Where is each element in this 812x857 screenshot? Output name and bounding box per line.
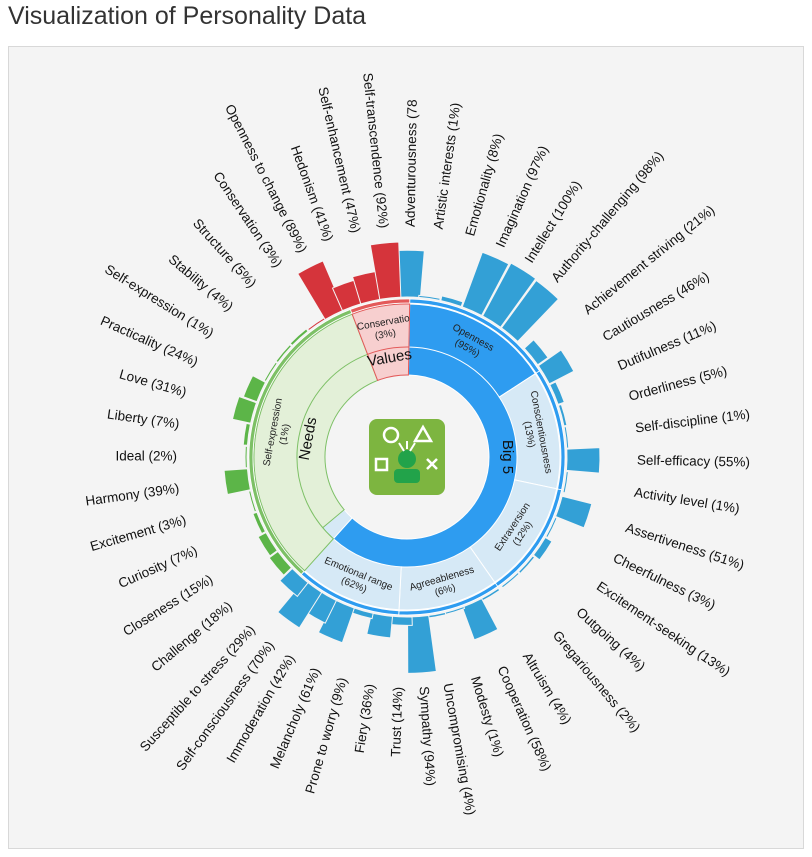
- facet-bar-36: [242, 422, 251, 446]
- facet-label-36: Liberty (7%): [106, 407, 180, 432]
- facet-bar-38: [242, 374, 267, 403]
- facet-label-12: Activity level (1%): [633, 485, 741, 516]
- badge-ray-icon-0: [398, 442, 405, 452]
- facet-bar-3: [461, 251, 510, 317]
- badge-cross-icon: [426, 458, 438, 470]
- facet-bar-32: [252, 511, 267, 535]
- facet-bar-41: [289, 328, 309, 347]
- facet-label-15: Excitement-seeking (13%): [594, 579, 733, 680]
- facet-bar-33: [248, 490, 258, 513]
- badge-ray-icon-1: [409, 442, 416, 452]
- center-badge: [327, 377, 487, 537]
- facet-bar-1: [418, 294, 441, 301]
- facet-label-46: Self-transcendence (92%): [360, 72, 391, 229]
- facet-bar-6: [523, 339, 549, 366]
- facet-bar-8: [549, 381, 565, 406]
- personality-sunburst-chart: Openness(95%)Conscientiousness(13%)Extra…: [84, 72, 751, 816]
- ring-segment-5: [253, 313, 369, 572]
- facet-bar-31: [257, 531, 278, 557]
- facet-bar-9: [557, 403, 568, 427]
- facet-bar-10: [563, 426, 570, 449]
- facet-bar-46: [369, 241, 402, 300]
- facet-bar-5: [500, 279, 560, 343]
- facet-bar-39: [263, 361, 278, 383]
- badge-triangle-icon: [412, 424, 434, 443]
- facet-label-22: Sympathy (94%): [416, 686, 438, 787]
- facet-bar-35: [244, 445, 248, 469]
- facet-bar-34: [223, 468, 251, 496]
- facet-bar-19: [461, 597, 499, 641]
- category-label-big-5: Big 5: [499, 440, 516, 474]
- facet-bar-30: [268, 550, 293, 576]
- badge-body-icon: [394, 469, 420, 483]
- facet-bar-23: [389, 615, 413, 626]
- facet-bar-7: [537, 349, 575, 385]
- facet-bar-13: [554, 495, 593, 529]
- facet-label-0: Adventurousness (78: [403, 99, 420, 227]
- facet-bar-40: [275, 343, 293, 364]
- facet-label-9: Orderliness (5%): [627, 363, 729, 404]
- facet-label-1: Artistic interests (1%): [431, 102, 464, 230]
- facet-label-10: Self-discipline (1%): [634, 407, 751, 436]
- facet-label-35: Ideal (2%): [115, 449, 177, 464]
- chart-panel: Openness(95%) Conscientiousness(13%) Extra…: [8, 46, 804, 849]
- category-rings: Openness(95%)Conscientiousness(13%)Extra…: [248, 298, 566, 616]
- ring-band-6: [349, 298, 411, 314]
- facet-label-21: Uncompromising (4%): [440, 682, 478, 816]
- facet-bar-29: [279, 567, 309, 598]
- facet-label-33: Excitement (3%): [88, 512, 187, 554]
- facet-label-11: Self-efficacy (55%): [637, 453, 750, 470]
- ring-segment-6: [351, 303, 411, 355]
- facet-label-34: Harmony (39%): [84, 481, 180, 509]
- facet-label-23: Trust (14%): [388, 687, 405, 757]
- facet-label-20: Modesty (1%): [468, 674, 507, 758]
- facet-bar-14: [545, 516, 558, 539]
- facet-bars: [223, 241, 601, 674]
- facet-bar-16: [517, 555, 536, 575]
- facet-bar-4: [481, 262, 537, 328]
- facet-bar-37: [231, 395, 258, 424]
- badge-head-icon: [398, 450, 416, 468]
- facet-bar-12: [562, 470, 569, 494]
- facet-bar-2: [440, 295, 464, 308]
- facet-bar-17: [500, 571, 520, 589]
- facet-bar-11: [565, 447, 601, 474]
- facet-label-2: Emotionality (8%): [462, 132, 506, 238]
- badge-square-icon: [374, 457, 389, 472]
- page-title: Visualization of Personality Data: [8, 2, 367, 30]
- facet-label-24: Fiery (36%): [352, 683, 378, 754]
- facet-label-37: Love (31%): [118, 366, 189, 399]
- badge-circle-icon: [382, 426, 400, 444]
- facet-bar-15: [532, 536, 553, 561]
